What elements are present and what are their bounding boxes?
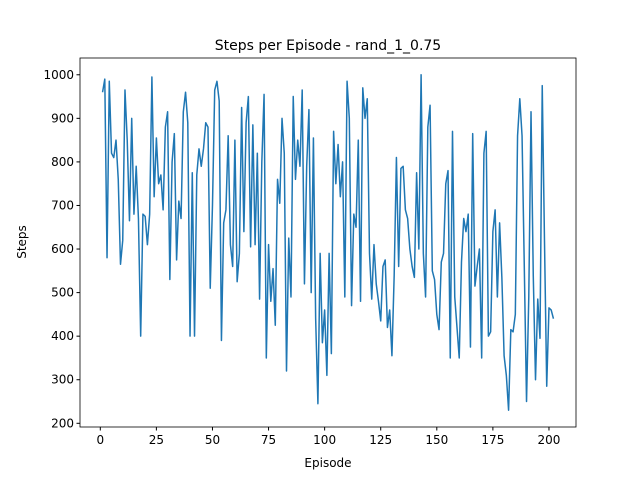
y-tick-label: 700 [51, 198, 74, 212]
y-tick-label: 900 [51, 111, 74, 125]
plot-frame [79, 57, 577, 428]
x-tick-label: 200 [538, 433, 561, 447]
x-tick-label: 0 [96, 433, 104, 447]
x-tick-label: 125 [369, 433, 392, 447]
data-line [101, 74, 555, 411]
x-tick-label: 25 [149, 433, 164, 447]
x-axis-label: Episode [304, 456, 351, 470]
x-tick-label: 75 [261, 433, 276, 447]
y-tick-label: 200 [51, 416, 74, 430]
x-tick-label: 175 [481, 433, 504, 447]
y-tick-label: 600 [51, 242, 74, 256]
y-tick-label: 800 [51, 155, 74, 169]
x-tick-label: 100 [313, 433, 336, 447]
chart-title: Steps per Episode - rand_1_0.75 [215, 38, 441, 54]
x-tick-label: 50 [205, 433, 220, 447]
y-tick-label: 300 [51, 373, 74, 387]
y-tick-label: 400 [51, 329, 74, 343]
y-axis-label: Steps [15, 225, 29, 259]
x-tick-label: 150 [425, 433, 448, 447]
y-tick-label: 1000 [43, 68, 74, 82]
y-tick-label: 500 [51, 286, 74, 300]
